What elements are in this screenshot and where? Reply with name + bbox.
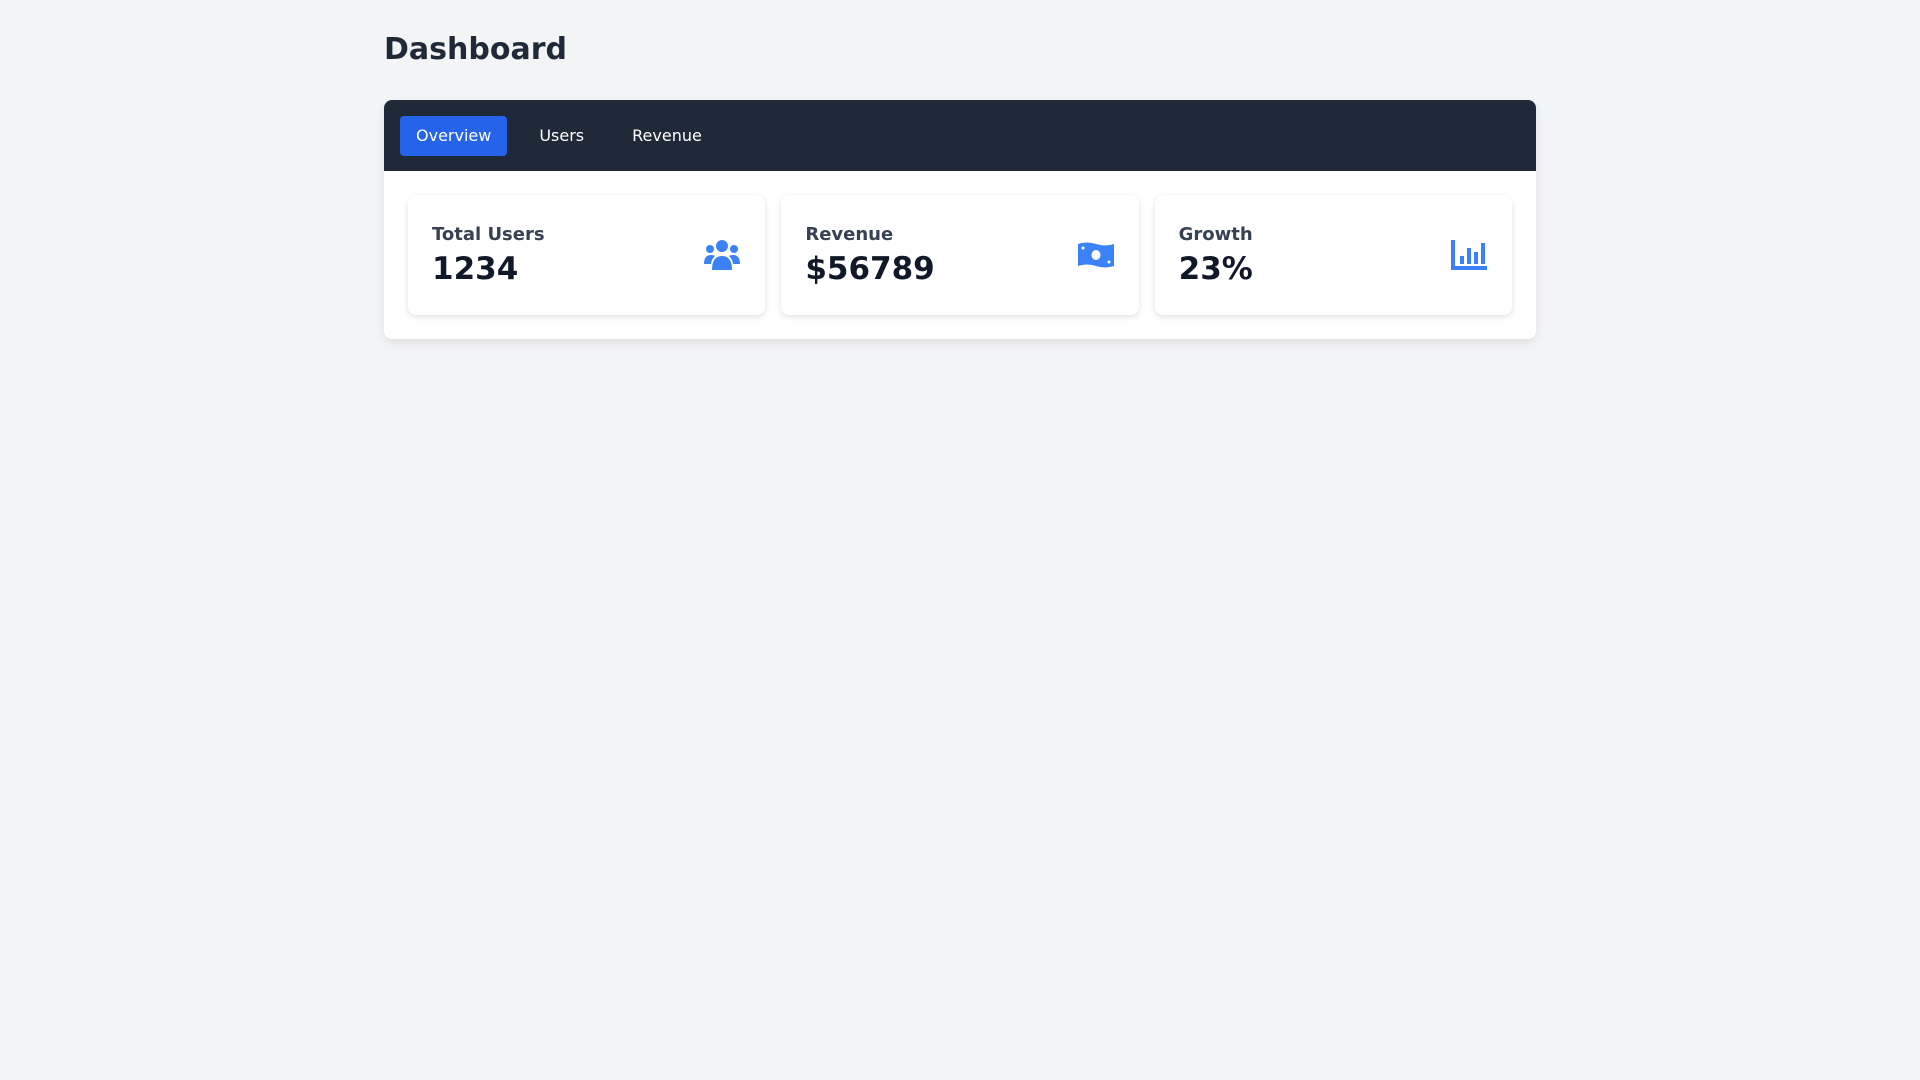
stat-card-revenue: Revenue $56789 (781, 195, 1139, 315)
tab-revenue[interactable]: Revenue (632, 125, 702, 145)
page: Dashboard Overview Users Revenue Total U… (384, 0, 1536, 339)
page-title: Dashboard (384, 32, 567, 67)
stat-value: 1234 (432, 250, 519, 287)
stat-label: Total Users (432, 223, 545, 245)
tab-users[interactable]: Users (539, 125, 585, 145)
stats-cards: Total Users 1234 Revenue $56789 (384, 171, 1536, 339)
money-bill-icon (1077, 242, 1114, 268)
stat-value: 23% (1178, 250, 1253, 287)
stat-card-total-users: Total Users 1234 (408, 195, 766, 315)
chart-bar-icon (1451, 240, 1487, 270)
tab-overview[interactable]: Overview (400, 115, 508, 156)
users-icon (704, 240, 741, 270)
stat-label: Revenue (805, 223, 894, 245)
stat-card-growth: Growth 23% (1154, 195, 1512, 315)
stat-value: $56789 (805, 250, 935, 287)
stat-label: Growth (1178, 223, 1253, 245)
dashboard-panel: Overview Users Revenue Total Users 1234 (384, 100, 1536, 339)
tab-bar: Overview Users Revenue (384, 100, 1536, 171)
